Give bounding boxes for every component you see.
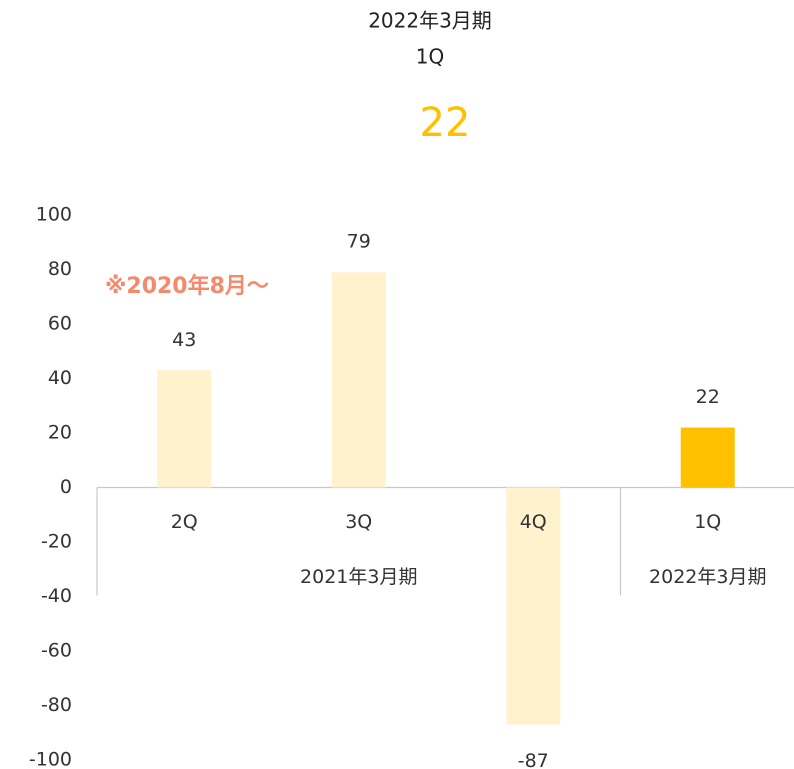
y-tick-label: 60 bbox=[48, 313, 72, 335]
y-tick-label: 100 bbox=[36, 204, 72, 226]
value-label: 79 bbox=[347, 231, 371, 253]
group-label: 2022年3月期 bbox=[649, 566, 766, 588]
x-tick-label: 1Q bbox=[694, 511, 721, 533]
annotation: ※2020年8月～ bbox=[105, 273, 269, 299]
bar bbox=[506, 487, 561, 725]
y-tick-label: -20 bbox=[41, 531, 72, 553]
value-label: 43 bbox=[172, 329, 196, 351]
bar bbox=[680, 427, 735, 488]
header-period: 2022年3月期 bbox=[368, 9, 492, 33]
y-tick-label: -60 bbox=[41, 640, 72, 662]
bar bbox=[157, 370, 212, 488]
bar bbox=[331, 272, 386, 488]
y-tick-label: -100 bbox=[29, 749, 72, 769]
value-label: 22 bbox=[696, 386, 720, 408]
x-tick-label: 3Q bbox=[345, 511, 372, 533]
value-label: -87 bbox=[518, 750, 549, 769]
y-tick-label: -80 bbox=[41, 694, 72, 716]
group-label: 2021年3月期 bbox=[300, 566, 417, 588]
header-quarter: 1Q bbox=[416, 45, 444, 69]
y-tick-label: 0 bbox=[60, 476, 72, 498]
x-tick-label: 2Q bbox=[171, 511, 198, 533]
header-value: 22 bbox=[420, 100, 471, 146]
y-tick-label: 80 bbox=[48, 258, 72, 280]
y-tick-label: -40 bbox=[41, 585, 72, 607]
x-tick-label: 4Q bbox=[520, 511, 547, 533]
y-tick-label: 20 bbox=[48, 422, 72, 444]
y-tick-label: 40 bbox=[48, 367, 72, 389]
